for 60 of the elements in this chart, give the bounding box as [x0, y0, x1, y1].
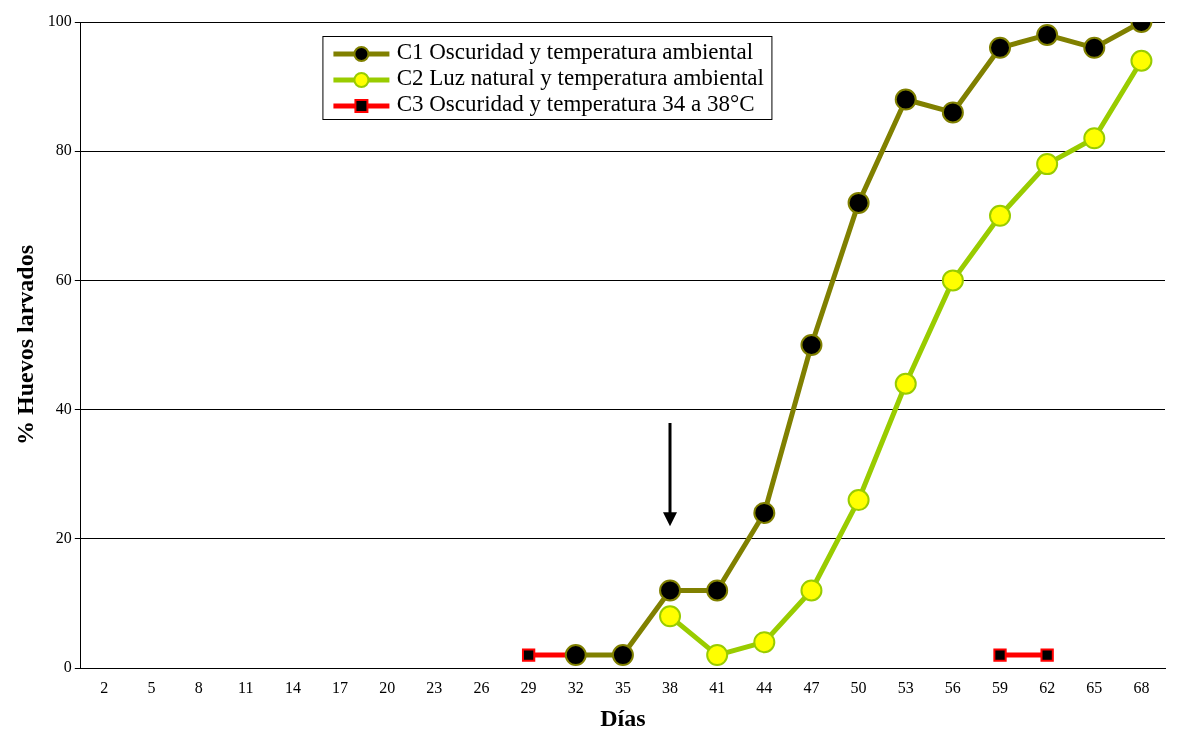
point	[659, 605, 682, 628]
x-tick-label: 11	[238, 678, 254, 696]
x-tick-label: 23	[426, 678, 443, 696]
point	[993, 648, 1007, 662]
y-tick-label: 80	[55, 141, 72, 159]
point	[847, 191, 870, 214]
y-tick-label: 20	[55, 529, 72, 546]
x-tick-label: 26	[473, 678, 490, 696]
x-tick-label: 8	[194, 678, 203, 696]
point	[1036, 153, 1059, 176]
point	[800, 334, 823, 356]
point	[989, 204, 1012, 227]
x-tick-label: 5	[147, 678, 156, 696]
y-tick-label: 40	[55, 399, 72, 417]
point	[753, 501, 776, 524]
x-axis-title: Días	[600, 704, 646, 731]
x-tick-label: 56	[944, 678, 961, 696]
point	[894, 88, 917, 111]
x-tick-label: 53	[897, 678, 914, 696]
x-tick-label: 29	[520, 678, 537, 696]
x-tick-label: 65	[1086, 678, 1103, 696]
point	[706, 579, 729, 602]
x-tick-label: 32	[567, 678, 584, 696]
legend-label: C2 Luz natural y temperatura ambiental	[395, 65, 764, 91]
point	[941, 269, 964, 292]
x-tick-label: 20	[379, 678, 396, 696]
point	[1040, 648, 1054, 662]
x-tick-label: 2	[100, 678, 109, 696]
point	[1083, 36, 1106, 59]
point	[800, 579, 823, 602]
legend-label: C3 Oscuridad y temperatura 34 a 38°C	[395, 91, 756, 117]
y-tick-label: 60	[55, 270, 72, 288]
y-axis-title: % Huevos larvados	[11, 244, 38, 446]
x-tick-label: 62	[1039, 678, 1056, 696]
x-tick-label: 35	[614, 678, 631, 696]
point	[894, 372, 917, 395]
x-tick-label: 47	[803, 678, 820, 696]
point	[521, 648, 536, 662]
point	[1083, 127, 1106, 150]
point	[706, 644, 729, 667]
point	[659, 579, 682, 602]
x-tick-label: 41	[709, 678, 726, 696]
point	[564, 644, 587, 667]
point	[611, 644, 634, 667]
y-tick-label: 100	[47, 12, 72, 30]
point	[753, 631, 776, 654]
x-tick-label: 14	[284, 678, 301, 696]
point	[847, 489, 870, 512]
x-tick-label: 59	[992, 678, 1009, 696]
x-tick-label: 38	[662, 678, 679, 696]
point	[1130, 49, 1153, 72]
point	[941, 101, 964, 124]
legend-label: C1 Oscuridad y temperatura ambiental	[395, 39, 755, 65]
x-tick-label: 50	[850, 678, 867, 696]
x-tick-label: 44	[756, 678, 773, 696]
point	[1036, 23, 1059, 46]
x-tick-label: 68	[1133, 678, 1150, 696]
y-tick-label: 0	[63, 658, 72, 676]
x-tick-label: 17	[332, 678, 349, 696]
point	[989, 36, 1012, 59]
